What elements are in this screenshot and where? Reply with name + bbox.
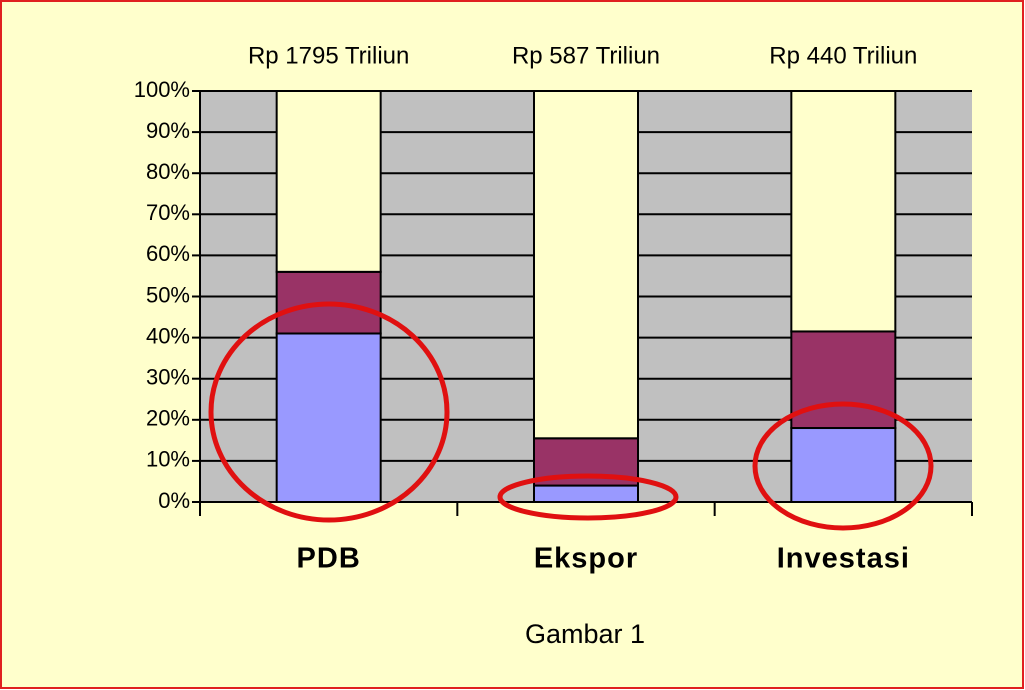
highlight-ellipse — [752, 401, 934, 531]
x-tick-label: PDB — [297, 543, 361, 575]
bar-segment — [533, 90, 639, 440]
highlight-ellipse — [497, 473, 679, 521]
y-tick-label: 80% — [146, 159, 190, 184]
bar-label: Rp 1795 Triliun — [248, 42, 409, 69]
y-tick-label: 0% — [158, 488, 190, 513]
bar-segment — [790, 330, 897, 430]
y-tick-label: 40% — [146, 323, 190, 348]
y-tick-label: 70% — [146, 200, 190, 225]
x-tick-label: Ekspor — [534, 543, 638, 575]
bar-segment — [790, 90, 897, 333]
bar-label: Rp 587 Triliun — [512, 42, 660, 69]
bar-segment — [790, 427, 897, 503]
y-tick-label: 60% — [146, 241, 190, 266]
bar-segment — [533, 484, 639, 503]
y-tick-label: 100% — [134, 77, 190, 102]
bar-segment — [275, 332, 382, 503]
x-tick-label: Investasi — [777, 543, 910, 575]
y-tick-label: 90% — [146, 118, 190, 143]
y-tick-label: 10% — [146, 447, 190, 472]
y-tick-label: 30% — [146, 365, 190, 390]
y-tick-label: 50% — [146, 282, 190, 307]
bar-label: Rp 440 Triliun — [769, 42, 917, 69]
y-tick-label: 20% — [146, 406, 190, 431]
highlight-ellipse — [208, 301, 450, 523]
bar-segment — [275, 90, 382, 273]
caption: Gambar 1 — [525, 619, 645, 649]
